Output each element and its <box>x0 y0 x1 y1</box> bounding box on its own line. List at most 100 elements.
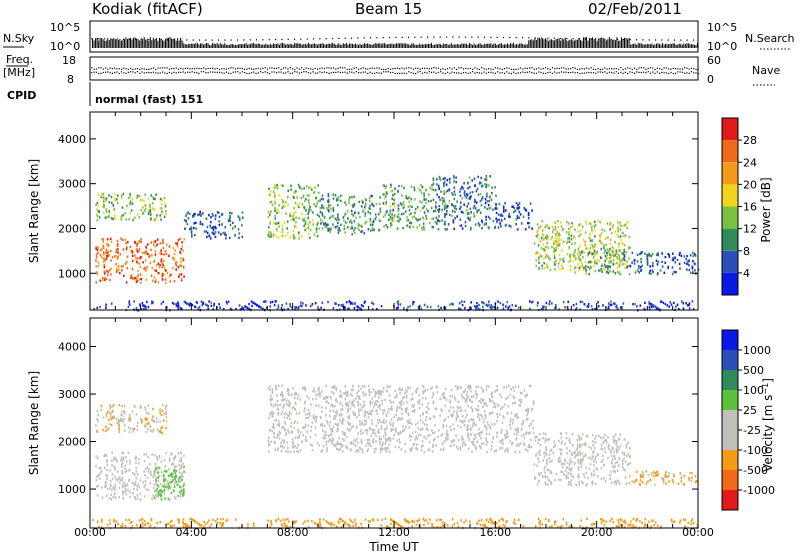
echo-cell <box>354 231 356 235</box>
echo-cell <box>220 233 222 236</box>
echo-cell <box>200 214 202 217</box>
echo-cell <box>176 483 179 486</box>
echo-cell <box>409 226 411 229</box>
echo-cell <box>181 485 184 489</box>
echo-cell <box>570 238 573 241</box>
echo-cell <box>446 429 448 433</box>
echo-cell <box>287 232 289 235</box>
echo-cell <box>360 387 362 391</box>
freq-dot <box>684 67 686 69</box>
freq-dot <box>551 67 554 69</box>
echo-cell <box>455 416 458 420</box>
echo-cell <box>451 203 453 206</box>
echo-cell <box>393 193 396 196</box>
freq-dot <box>182 68 184 70</box>
echo-cell <box>572 253 575 256</box>
echo-cell <box>386 226 389 229</box>
echo-cell <box>443 184 445 188</box>
echo-cell <box>342 216 345 219</box>
echo-cell <box>147 428 149 431</box>
echo-cell <box>422 228 424 231</box>
echo-cell <box>352 384 354 388</box>
echo-cell <box>274 207 276 210</box>
echo-cell <box>627 265 629 268</box>
nave-dot <box>399 72 401 75</box>
echo-cell <box>145 412 148 415</box>
echo-cell <box>472 440 474 444</box>
echo-cell <box>135 455 137 459</box>
echo-cell <box>179 264 181 267</box>
echo-cell <box>455 419 458 422</box>
echo-cell <box>470 226 472 230</box>
echo-cell <box>326 449 328 453</box>
echo-cell <box>455 207 458 211</box>
echo-cell <box>95 271 98 274</box>
echo-cell <box>160 414 163 417</box>
echo-cell <box>301 304 303 308</box>
echo-cell <box>502 206 505 209</box>
echo-cell <box>292 230 295 233</box>
freq-dot <box>508 67 510 70</box>
echo-cell <box>548 256 550 260</box>
echo-cell <box>585 272 587 276</box>
echo-cell <box>287 403 289 407</box>
echo-cell <box>463 203 465 206</box>
echo-cell <box>559 234 561 237</box>
echo-cell <box>325 433 327 437</box>
echo-cell <box>110 493 112 496</box>
echo-cell <box>530 438 532 441</box>
echo-cell <box>480 401 482 404</box>
echo-cell <box>377 405 379 408</box>
echo-cell <box>171 472 173 475</box>
echo-cell <box>289 450 292 454</box>
echo-cell <box>336 412 339 415</box>
echo-cell <box>322 429 324 432</box>
echo-cell <box>412 225 414 229</box>
echo-cell <box>416 421 419 425</box>
echo-cell <box>485 426 488 429</box>
echo-cell <box>436 178 438 181</box>
echo-cell <box>464 221 467 224</box>
echo-cell <box>370 434 372 438</box>
echo-cell <box>577 263 579 266</box>
echo-cell <box>549 268 552 272</box>
echo-cell <box>118 476 121 479</box>
echo-cell <box>97 419 99 423</box>
echo-cell <box>485 303 488 307</box>
freq-dot <box>506 67 508 69</box>
echo-cell <box>105 413 108 416</box>
echo-cell <box>329 409 331 413</box>
echo-cell <box>177 301 179 304</box>
echo-cell <box>122 456 125 459</box>
echo-cell <box>364 412 367 415</box>
echo-cell <box>160 257 163 261</box>
echo-cell <box>429 417 431 420</box>
echo-cell <box>496 207 498 210</box>
echo-cell <box>520 428 523 431</box>
echo-cell <box>370 229 372 232</box>
echo-cell <box>178 275 180 278</box>
echo-cell <box>593 245 596 248</box>
echo-cell <box>115 496 117 499</box>
echo-cell <box>141 198 143 201</box>
echo-cell <box>487 203 490 207</box>
echo-cell <box>478 208 480 212</box>
echo-cell <box>291 446 294 449</box>
echo-cell <box>432 393 435 396</box>
colorbar-swatch <box>722 206 738 229</box>
nave-dot <box>572 71 574 73</box>
echo-cell <box>336 430 338 433</box>
echo-cell <box>508 224 511 227</box>
echo-cell <box>267 439 270 442</box>
echo-cell <box>457 415 459 418</box>
echo-cell <box>510 411 513 415</box>
echo-cell <box>692 307 695 311</box>
echo-cell <box>386 425 388 428</box>
echo-cell <box>103 257 105 260</box>
echo-cell <box>108 497 111 500</box>
nave-dot <box>421 72 424 74</box>
echo-cell <box>389 399 391 402</box>
echo-cell <box>132 276 135 280</box>
echo-cell <box>427 200 430 203</box>
echo-cell <box>432 182 435 185</box>
